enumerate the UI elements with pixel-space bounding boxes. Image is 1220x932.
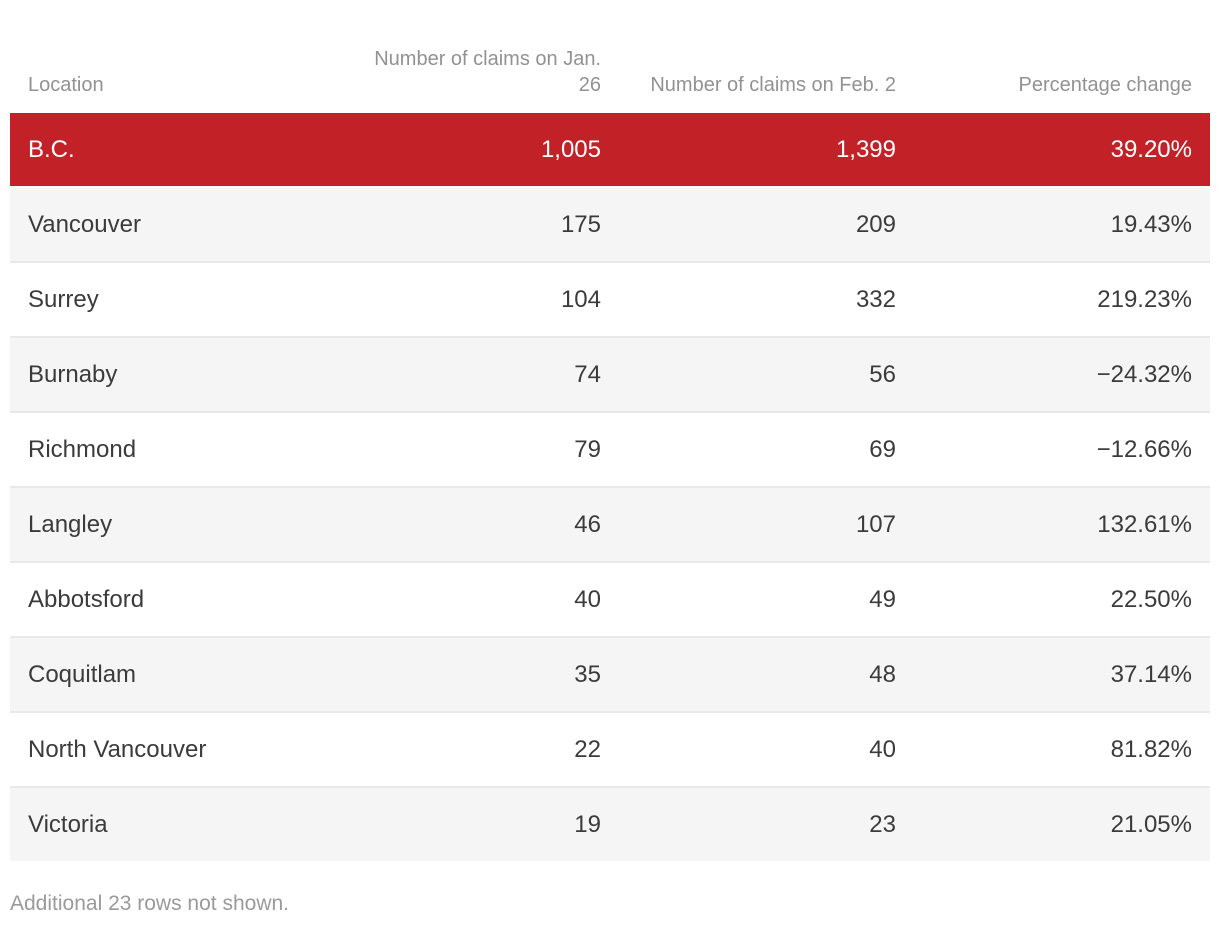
location-cell: Coquitlam [10,637,340,713]
percentage-change-cell: 21.05% [1110,810,1192,838]
column-header-feb2: Number of claims on Feb. 2 [650,74,896,96]
jan26-cell: 175 [340,187,619,263]
feb2-cell: 69 [619,412,914,488]
table-row: Surrey 104 332 219.23% [10,262,1210,338]
table-row: North Vancouver 22 40 81.82% [10,712,1210,788]
percentage-change-cell: 132.61% [914,487,1210,563]
jan26-cell: 35 [340,637,619,713]
table-header: Location Number of claims on Jan. 26 Num… [10,0,1210,113]
feb2-cell: 48 [619,637,914,713]
feb2-cell: 209 [619,187,914,263]
table-row: Vancouver 175 209 19.43% [10,187,1210,263]
feb2-cell: 332 [619,262,914,338]
column-header-jan26: Number of claims on Jan. 26 [374,48,601,96]
location-cell: Richmond [10,412,340,488]
location-cell: Burnaby [10,337,340,413]
percentage-change-cell: 22.50% [914,562,1210,638]
jan26-cell: 46 [340,487,619,563]
jan26-cell: 79 [340,412,619,488]
table-row: Burnaby 74 56 −24.32% [10,337,1210,413]
jan26-cell: 19 [574,810,601,838]
percentage-change-cell: 37.14% [914,637,1210,713]
feb2-cell: 23 [869,810,896,838]
feb2-cell: 40 [619,712,914,788]
column-header-percentage-change: Percentage change [1018,74,1192,96]
table-row: Abbotsford 40 49 22.50% [10,562,1210,638]
percentage-change-cell: −12.66% [914,412,1210,488]
location-cell: B.C. [10,113,340,188]
percentage-change-cell: 19.43% [914,187,1210,263]
table-row: Coquitlam 35 48 37.14% [10,637,1210,713]
table-row: Langley 46 107 132.61% [10,487,1210,563]
percentage-change-cell: 219.23% [914,262,1210,338]
feb2-cell: 1,399 [619,113,914,188]
location-cell: North Vancouver [10,712,340,788]
location-cell: Vancouver [10,187,340,263]
location-cell: Surrey [10,262,340,338]
table-row: Victoria 19 23 21.05% [10,787,1210,861]
jan26-cell: 40 [340,562,619,638]
location-cell: Victoria [28,810,108,838]
table-row: Richmond 79 69 −12.66% [10,412,1210,488]
percentage-change-cell: 81.82% [914,712,1210,788]
table-row: B.C. 1,005 1,399 39.20% [10,113,1210,188]
claims-table: Location Number of claims on Jan. 26 Num… [10,0,1210,861]
location-cell: Langley [10,487,340,563]
footnote: Additional 23 rows not shown. [10,892,289,915]
jan26-cell: 22 [340,712,619,788]
header-row: Location Number of claims on Jan. 26 Num… [10,0,1210,113]
table-body: B.C. 1,005 1,399 39.20% Vancouver 175 209 19.43… [10,113,1210,861]
jan26-cell: 74 [340,337,619,413]
column-header-location: Location [28,74,104,96]
feb2-cell: 107 [619,487,914,563]
feb2-cell: 56 [619,337,914,413]
jan26-cell: 1,005 [340,113,619,188]
percentage-change-cell: −24.32% [914,337,1210,413]
feb2-cell: 49 [619,562,914,638]
location-cell: Abbotsford [10,562,340,638]
percentage-change-cell: 39.20% [914,113,1210,188]
jan26-cell: 104 [340,262,619,338]
